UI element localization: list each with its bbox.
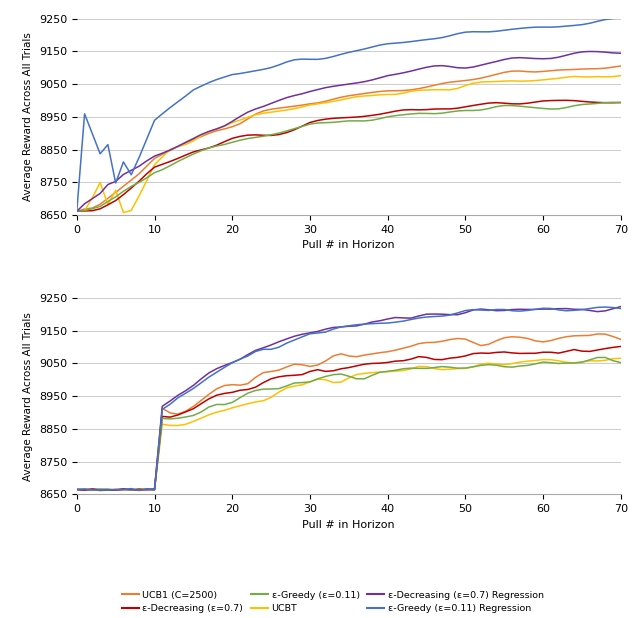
X-axis label: Pull # in Horizon: Pull # in Horizon (303, 520, 395, 530)
X-axis label: Pull # in Horizon: Pull # in Horizon (303, 240, 395, 250)
Legend: UCB1 (C=2500), ε-Decreasing (ε=0.7), ε-Greedy (ε=0.11), UCBT, ε-Decreasing (ε=0.: UCB1 (C=2500), ε-Decreasing (ε=0.7), ε-G… (122, 591, 544, 613)
Y-axis label: Average Reward Across All Trials: Average Reward Across All Trials (23, 32, 33, 201)
Y-axis label: Average Reward Across All Trials: Average Reward Across All Trials (23, 311, 33, 481)
